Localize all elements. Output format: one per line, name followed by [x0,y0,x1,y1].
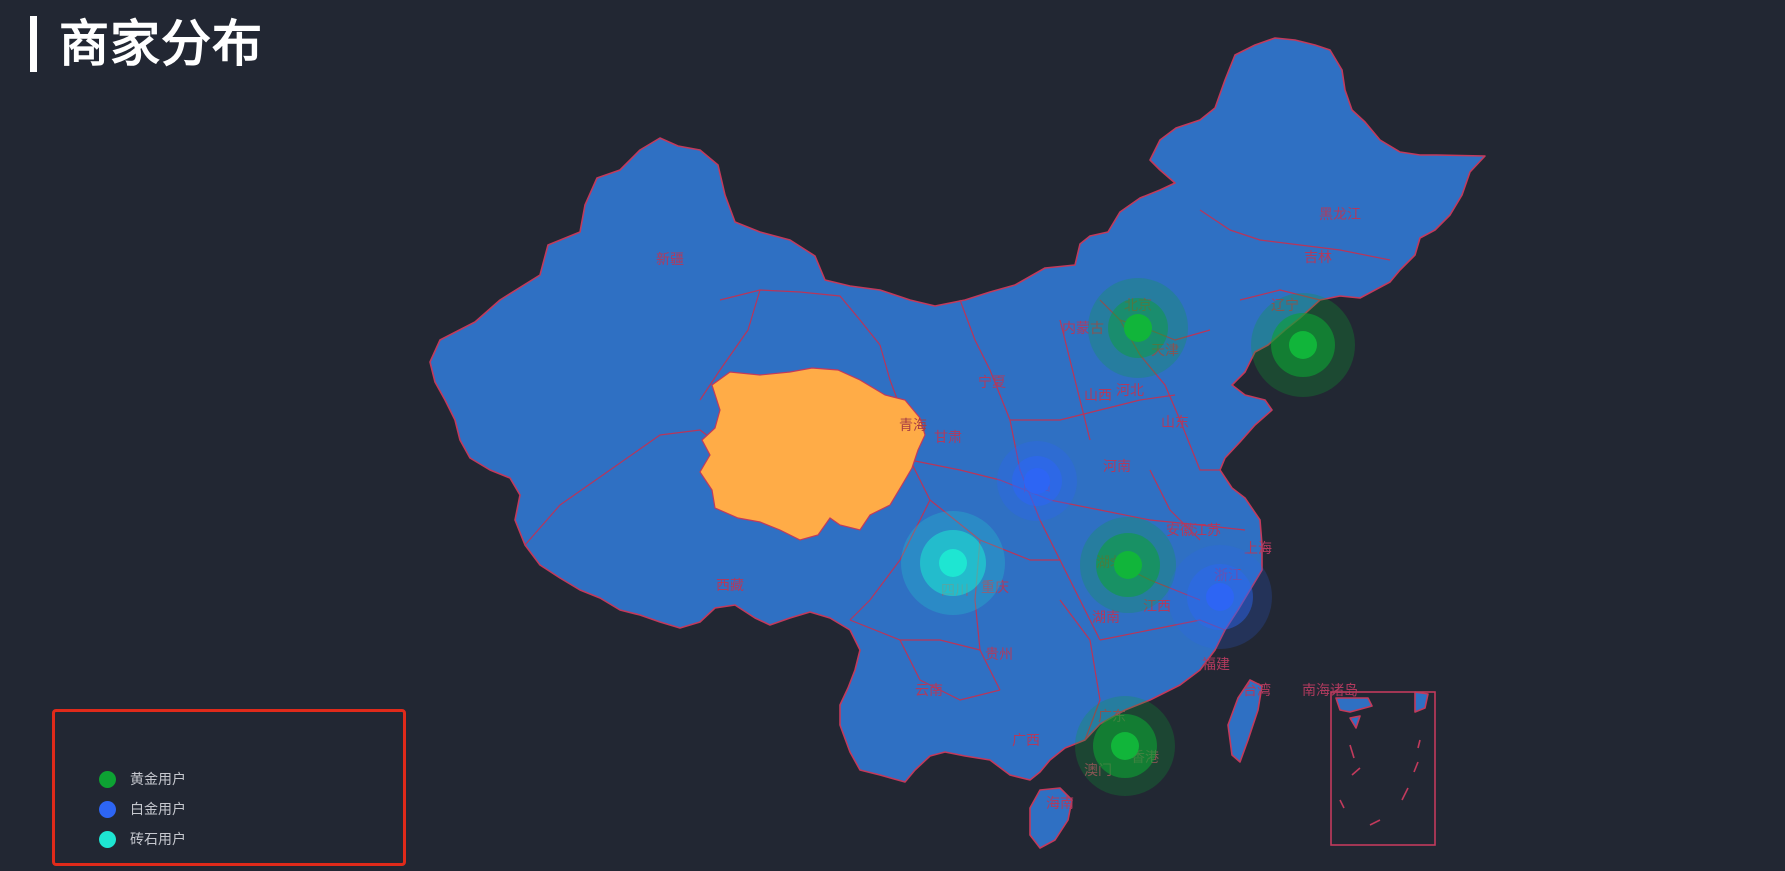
label-shanxi: 山西 [1084,388,1112,404]
label-hainan: 海南 [1046,796,1074,812]
label-taiwan: 台湾 [1243,682,1271,699]
label-gansu: 甘肃 [934,430,962,446]
label-zhejiang: 浙江 [1214,568,1242,584]
legend-item-gold[interactable]: 黄金用户 [99,764,186,794]
label-jiangsu: 江苏 [1193,523,1221,539]
page-title: 商家分布 [59,15,263,73]
legend-panel: 黄金用户 白金用户 砖石用户 [52,709,406,866]
legend-dot-diamond [99,830,116,848]
label-anhui: 安徽 [1166,523,1194,539]
label-shanghai: 上海 [1244,541,1272,557]
label-chongqing: 重庆 [981,580,1009,596]
label-ningxia: 宁夏 [978,374,1006,391]
label-fujian: 福建 [1202,657,1230,673]
scatter-point-sichuan[interactable] [901,511,1005,615]
label-qinghai: 青海 [899,418,927,434]
nanhai-inset [1330,691,1436,846]
label-guangxi: 广西 [1012,733,1040,749]
label-tianjin: 天津 [1151,343,1179,359]
label-heilongjiang: 黑龙江 [1319,207,1361,223]
title-accent-bar [30,16,37,72]
legend-label-platinum: 白金用户 [130,802,186,818]
label-hunan: 湖南 [1092,610,1120,626]
scatter-point-shaanxi[interactable] [997,441,1077,521]
scatter-point-zhejiang[interactable] [1168,545,1272,649]
label-jiangxi: 江西 [1143,599,1171,615]
legend-item-platinum[interactable]: 白金用户 [99,794,186,824]
hainan-shape [1029,787,1073,849]
scatter-point-liaoning[interactable] [1251,293,1355,397]
qinghai-highlight[interactable] [699,367,926,541]
label-beijing: 北京 [1124,298,1152,314]
legend-list: 黄金用户 白金用户 砖石用户 [99,764,186,854]
label-hebei: 河北 [1116,383,1144,399]
mainland-outline [429,37,1486,783]
page-title-bar: 商家分布 [30,14,263,74]
label-henan: 河南 [1103,459,1131,475]
label-jilin: 吉林 [1304,250,1332,266]
legend-item-diamond[interactable]: 砖石用户 [99,824,186,854]
legend-dot-gold [99,770,116,788]
scatter-point-guangdong[interactable] [1075,696,1175,796]
legend-label-diamond: 砖石用户 [130,832,186,848]
legend-dot-platinum [99,800,116,818]
label-guizhou: 贵州 [985,647,1013,663]
label-yunnan: 云南 [915,683,943,699]
scatter-point-beijing[interactable] [1088,278,1188,378]
label-neimenggu: 内蒙古 [1062,321,1104,337]
label-xizang: 西藏 [716,578,744,594]
label-liaoning: 辽宁 [1271,297,1299,314]
taiwan-shape [1227,679,1263,763]
label-nanhai: 南海诸岛 [1302,683,1358,699]
scatter-markers [901,278,1355,796]
scatter-point-hubei[interactable] [1080,517,1176,613]
label-xinjiang: 新疆 [656,252,684,268]
legend-label-gold: 黄金用户 [130,772,186,788]
label-shandong: 山东 [1161,415,1189,431]
